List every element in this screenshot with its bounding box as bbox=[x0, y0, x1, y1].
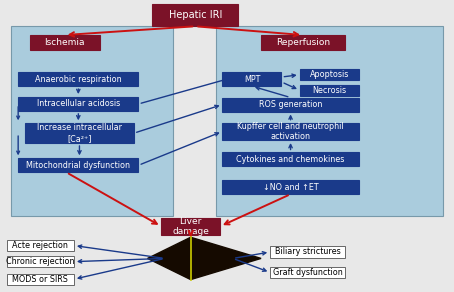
FancyBboxPatch shape bbox=[25, 123, 134, 143]
FancyBboxPatch shape bbox=[270, 267, 345, 278]
FancyBboxPatch shape bbox=[216, 26, 443, 216]
Text: Hepatic IRI: Hepatic IRI bbox=[168, 10, 222, 20]
Text: Chronic rejection: Chronic rejection bbox=[6, 257, 74, 266]
Text: MODS or SIRS: MODS or SIRS bbox=[12, 275, 69, 284]
FancyBboxPatch shape bbox=[270, 246, 345, 258]
FancyBboxPatch shape bbox=[161, 218, 220, 235]
FancyBboxPatch shape bbox=[222, 98, 359, 112]
FancyBboxPatch shape bbox=[222, 72, 281, 86]
FancyBboxPatch shape bbox=[7, 256, 74, 267]
Text: Acte rejection: Acte rejection bbox=[12, 241, 69, 250]
Text: Graft dysfunction: Graft dysfunction bbox=[273, 268, 342, 277]
FancyBboxPatch shape bbox=[7, 274, 74, 285]
FancyBboxPatch shape bbox=[18, 72, 138, 86]
FancyBboxPatch shape bbox=[11, 26, 173, 216]
FancyBboxPatch shape bbox=[261, 35, 345, 50]
Polygon shape bbox=[148, 237, 191, 280]
Text: Intracellular acidosis: Intracellular acidosis bbox=[37, 100, 120, 108]
Text: Apoptosis: Apoptosis bbox=[310, 70, 349, 79]
FancyBboxPatch shape bbox=[222, 152, 359, 166]
Text: ↓NO and ↑ET: ↓NO and ↑ET bbox=[263, 183, 318, 192]
FancyBboxPatch shape bbox=[30, 35, 100, 50]
FancyBboxPatch shape bbox=[300, 69, 359, 80]
Text: Biliary strictures: Biliary strictures bbox=[275, 248, 340, 256]
Text: Kupffer cell and neutrophil
activation: Kupffer cell and neutrophil activation bbox=[237, 122, 344, 141]
Text: Increase intracellular
[Ca²⁺]: Increase intracellular [Ca²⁺] bbox=[37, 124, 122, 143]
Text: Ischemia: Ischemia bbox=[44, 38, 85, 47]
Text: Cytokines and chemokines: Cytokines and chemokines bbox=[237, 155, 345, 164]
Text: Anaerobic respiration: Anaerobic respiration bbox=[35, 75, 122, 84]
FancyBboxPatch shape bbox=[222, 123, 359, 140]
Text: Reperfusion: Reperfusion bbox=[276, 38, 330, 47]
Text: MPT: MPT bbox=[244, 75, 260, 84]
Text: Mitochondrial dysfunction: Mitochondrial dysfunction bbox=[26, 161, 130, 170]
Text: ROS generation: ROS generation bbox=[259, 100, 322, 109]
Text: Necrosis: Necrosis bbox=[312, 86, 346, 95]
FancyBboxPatch shape bbox=[222, 180, 359, 194]
Text: Liver
damage: Liver damage bbox=[172, 217, 209, 236]
FancyBboxPatch shape bbox=[18, 158, 138, 172]
FancyBboxPatch shape bbox=[7, 240, 74, 251]
FancyBboxPatch shape bbox=[18, 97, 138, 111]
FancyBboxPatch shape bbox=[152, 4, 238, 26]
FancyBboxPatch shape bbox=[300, 85, 359, 96]
Polygon shape bbox=[191, 237, 261, 280]
